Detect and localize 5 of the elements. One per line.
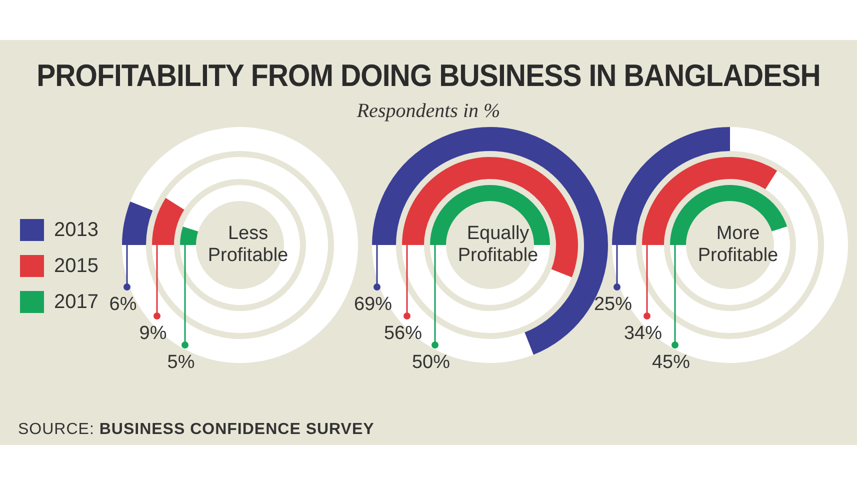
source-note: SOURCE: BUSINESS CONFIDENCE SURVEY	[18, 421, 374, 438]
text: PROFITABILITY FROM DOING BUSINESS IN BANGLADESH	[36, 58, 822, 94]
legend-label: 2015	[54, 254, 98, 278]
legend-label: 2013	[54, 218, 98, 242]
legend-label: 2017	[54, 290, 98, 314]
